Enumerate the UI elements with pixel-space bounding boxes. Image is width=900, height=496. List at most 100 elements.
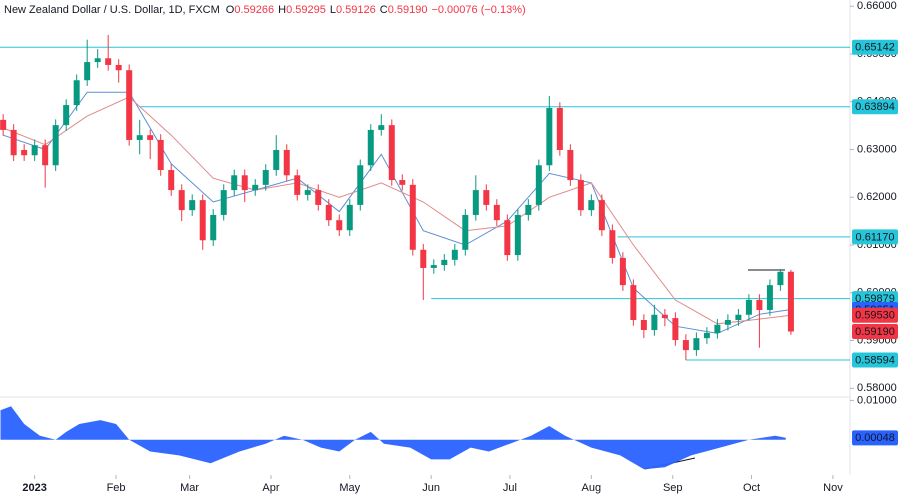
candle-body [745,299,752,315]
price-tag [852,352,898,368]
legend-value: 0.59126 [336,4,376,16]
legend-value: 0.59295 [286,4,326,16]
candle-body [630,285,637,321]
candle-body [10,129,17,156]
x-tick-label: Sep [663,482,683,494]
candle-body [262,170,269,185]
candle-body [178,190,185,211]
price-tag [852,229,898,245]
candle-body [609,230,616,258]
candle-body [31,145,38,156]
candle-body [598,200,605,231]
candle-body [283,149,290,176]
candle-body [577,180,584,211]
candle-body [273,149,280,171]
price-tag-label: 0.59530 [855,310,895,322]
candle-body [493,204,500,221]
moving-average [3,96,791,325]
candle-body [231,175,238,191]
candle-body [189,200,196,211]
price-tag [852,307,898,323]
x-tick-label: Nov [823,482,843,494]
candle-body [336,220,343,231]
candle-body [168,170,175,191]
candle-body [430,265,437,268]
y-tick-label: 0.58000 [857,382,897,394]
symbol-title: New Zealand Dollar / U.S. Dollar, 1D, FX… [4,4,220,16]
candle-body [357,165,364,205]
y-tick-label: 0.66000 [857,0,897,12]
candle-body [462,214,469,250]
candle-body [63,105,70,126]
price-tag-label: 0.65142 [855,42,895,54]
price-tag-label: 0.63894 [855,101,895,113]
legend-value: 0.59190 [388,4,428,16]
legend-key: H [278,4,286,16]
candle-body [252,184,259,191]
legend-value: 0.59266 [234,4,274,16]
price-tag [852,430,898,446]
candle-body [703,332,710,339]
price-tag-label: 0.61170 [856,231,895,243]
candle-body [714,324,721,333]
candle-body [420,249,427,268]
candle-body [346,204,353,231]
candle-body [42,145,49,166]
candle-body [556,107,563,150]
x-tick-label: Jun [422,482,440,494]
candle-body [367,129,374,166]
candle-body [756,299,763,310]
candle-body [735,314,742,321]
candle-body [514,214,521,256]
candle-body [661,314,668,319]
y-tick-label: 0.63000 [857,143,897,155]
candle-body [682,340,689,351]
legend-key: L [330,4,336,16]
price-tag [852,39,898,55]
candle-body [378,125,385,130]
candle-body [483,190,490,205]
x-tick-label: Oct [743,482,760,494]
candle-body [0,119,7,130]
candle-body [315,190,322,205]
candle-body [210,214,217,241]
candle-body [241,175,248,191]
candle-body [409,184,416,250]
candle-body [567,149,574,181]
candle-body [126,70,133,140]
candle-body [325,204,332,221]
candle-body [73,80,80,106]
candle-body [504,220,511,256]
candle-body [588,200,595,211]
candle-body [399,180,406,185]
candle-body [115,64,122,71]
candle-body [693,338,700,351]
candle-body [525,204,532,215]
candle-body [52,125,59,166]
y-tick-label: 0.62000 [857,191,897,203]
candle-body [472,190,479,215]
candle-body [220,190,227,215]
candle-body [546,107,553,166]
candle-body [105,58,112,65]
x-tick-label: Feb [107,482,126,494]
x-tick-label: Aug [582,482,602,494]
x-tick-label: Jul [503,482,517,494]
x-tick-label: 2023 [22,482,46,494]
price-tag-label: 0.58594 [855,354,895,366]
candle-body [787,271,794,332]
candle-body [136,135,143,140]
candle-body [94,58,101,63]
price-tag [852,99,898,115]
candle-body [451,249,458,260]
candle-body [199,200,206,241]
candle-body [672,318,679,341]
candle-body [777,271,784,286]
x-tick-label: May [339,482,360,494]
candle-body [157,139,164,171]
candle-body [84,62,91,81]
price-tag [852,323,898,339]
candle-body [535,165,542,205]
legend-change: −0.00076 (−0.13%) [431,4,525,16]
